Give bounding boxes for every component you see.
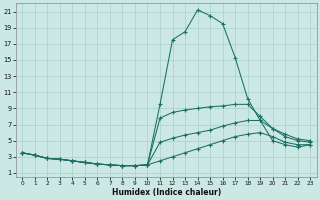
X-axis label: Humidex (Indice chaleur): Humidex (Indice chaleur)	[112, 188, 221, 197]
